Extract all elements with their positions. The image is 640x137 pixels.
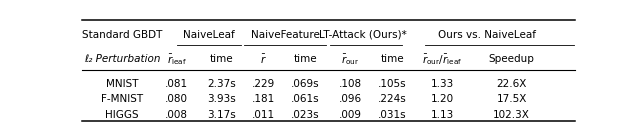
Text: .011: .011 [252, 110, 275, 120]
Text: time: time [294, 54, 317, 64]
Text: 1.20: 1.20 [431, 94, 454, 104]
Text: time: time [381, 54, 404, 64]
Text: .224s: .224s [378, 94, 407, 104]
Text: Standard GBDT: Standard GBDT [82, 30, 163, 40]
Text: .080: .080 [165, 94, 188, 104]
Text: .229: .229 [252, 79, 275, 89]
Text: $\bar{r}_{\mathrm{leaf}}$: $\bar{r}_{\mathrm{leaf}}$ [167, 52, 187, 67]
Text: time: time [209, 54, 233, 64]
Text: Ours vs. NaiveLeaf: Ours vs. NaiveLeaf [438, 30, 536, 40]
Text: 1.33: 1.33 [431, 79, 454, 89]
Text: F-MNIST: F-MNIST [101, 94, 143, 104]
Text: 17.5X: 17.5X [497, 94, 527, 104]
Text: HIGGS: HIGGS [106, 110, 139, 120]
Text: .069s: .069s [291, 79, 320, 89]
Text: 3.17s: 3.17s [207, 110, 236, 120]
Text: 2.37s: 2.37s [207, 79, 236, 89]
Text: .023s: .023s [291, 110, 320, 120]
Text: .181: .181 [252, 94, 275, 104]
Text: ℓ₂ Perturbation: ℓ₂ Perturbation [84, 54, 161, 64]
Text: NaiveFeature: NaiveFeature [252, 30, 320, 40]
Text: NaiveLeaf: NaiveLeaf [183, 30, 235, 40]
Text: .081: .081 [165, 79, 188, 89]
Text: $\bar{r}_{\mathrm{our}}/\bar{r}_{\mathrm{leaf}}$: $\bar{r}_{\mathrm{our}}/\bar{r}_{\mathrm… [422, 52, 462, 67]
Text: MNIST: MNIST [106, 79, 138, 89]
Text: .061s: .061s [291, 94, 320, 104]
Text: .105s: .105s [378, 79, 407, 89]
Text: 102.3X: 102.3X [493, 110, 530, 120]
Text: .008: .008 [165, 110, 188, 120]
Text: 3.93s: 3.93s [207, 94, 236, 104]
Text: .108: .108 [339, 79, 362, 89]
Text: .031s: .031s [378, 110, 407, 120]
Text: .009: .009 [339, 110, 362, 120]
Text: .096: .096 [339, 94, 362, 104]
Text: LT-Attack (Ours)*: LT-Attack (Ours)* [319, 30, 406, 40]
Text: Speedup: Speedup [488, 54, 534, 64]
Text: $\bar{r}_{\mathrm{our}}$: $\bar{r}_{\mathrm{our}}$ [341, 52, 360, 67]
Text: 1.13: 1.13 [431, 110, 454, 120]
Text: 22.6X: 22.6X [497, 79, 527, 89]
Text: $\bar{r}$: $\bar{r}$ [260, 53, 267, 66]
